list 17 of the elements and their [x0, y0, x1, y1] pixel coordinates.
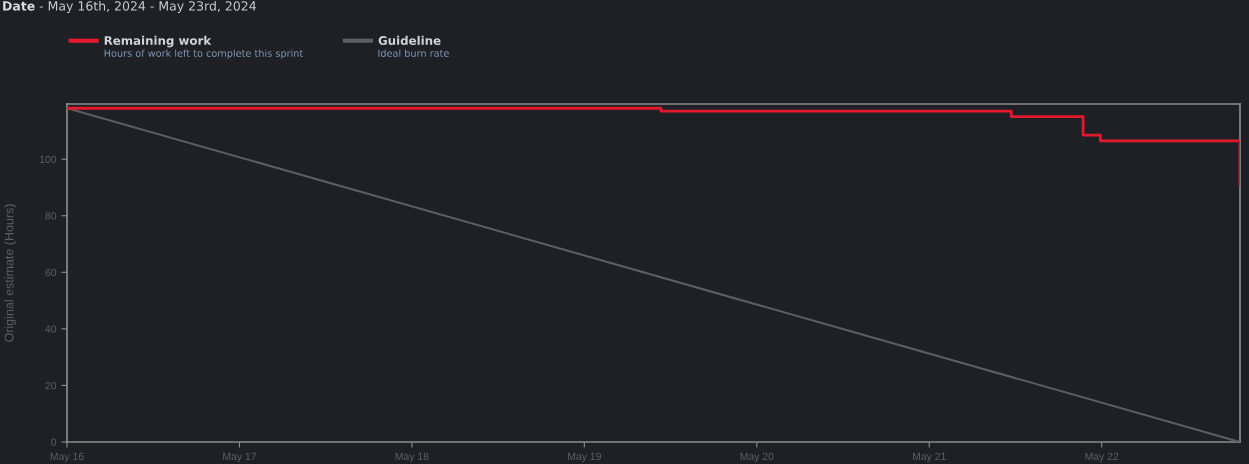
legend-label: Remaining work — [104, 35, 212, 48]
x-tick-label: May 22 — [1085, 452, 1119, 463]
x-tick-label: May 21 — [913, 452, 946, 463]
text: Hours of work left to complete this sprint — [104, 49, 304, 59]
x-tick-label: May 20 — [740, 452, 774, 463]
y-tick-label: 80 — [45, 212, 57, 220]
y-tick-label: 100 — [40, 155, 57, 164]
text: Ideal burn rate — [378, 49, 449, 57]
x-tick-label: May 19 — [568, 452, 601, 463]
x-tick-label: May 16 — [50, 452, 84, 463]
y-axis-title: Original estimate (Hours) — [4, 204, 16, 342]
chart-title: Date - May 16th, 2024 - May 23rd, 2024 — [3, 0, 256, 14]
x-tick-label: May 18 — [395, 452, 429, 463]
x-tick-label: May 17 — [223, 452, 256, 463]
legend-label: Guideline — [378, 35, 441, 45]
y-tick-label: 40 — [45, 325, 57, 333]
y-tick-label: 20 — [45, 381, 57, 390]
